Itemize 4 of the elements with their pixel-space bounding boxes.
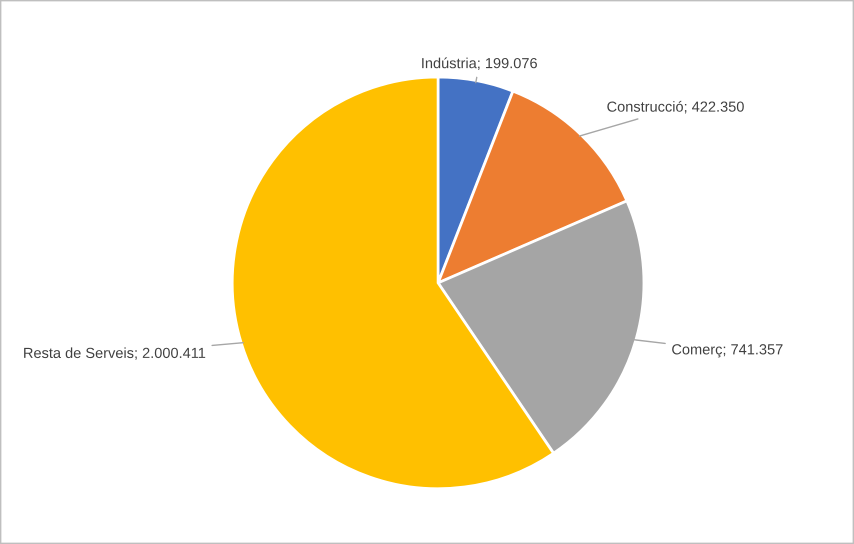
slice-label: Resta de Serveis; 2.000.411 [24,347,206,360]
slice-label: Comerç; 741.357 [672,344,783,358]
slice-label: Indústria; 199.076 [422,57,537,70]
slice-label: Construcció; 422.350 [607,100,744,114]
